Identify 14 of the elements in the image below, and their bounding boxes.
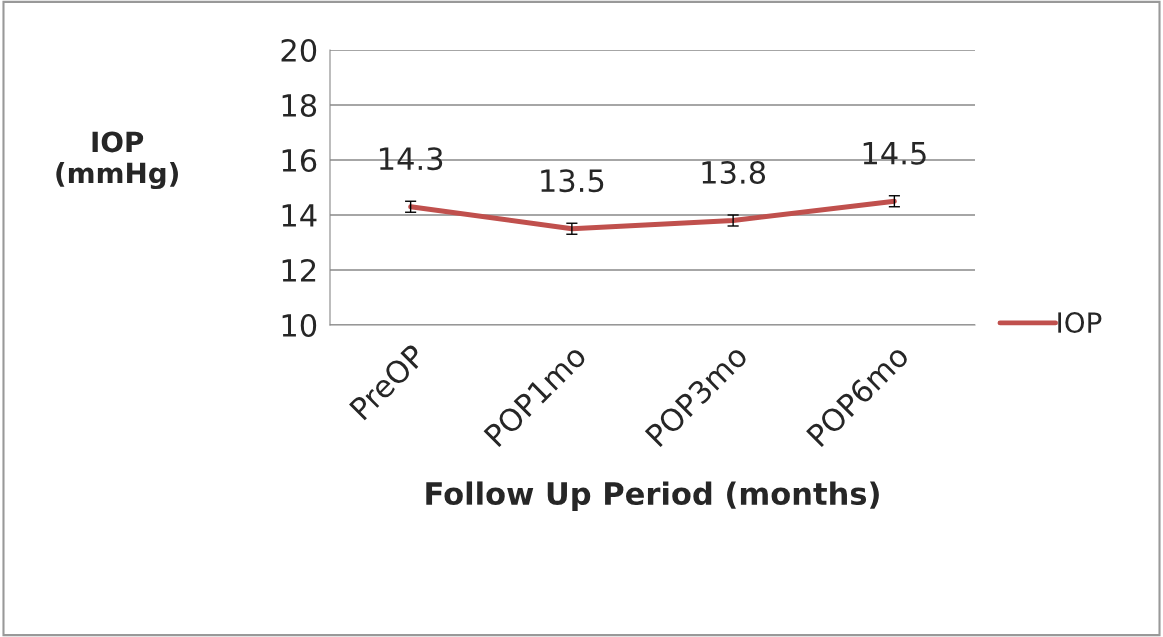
- data-label: 14.5: [863, 142, 926, 165]
- y-tick-label: 10: [282, 313, 317, 338]
- data-label: 13.5: [541, 169, 604, 193]
- data-label: 14.3: [379, 147, 443, 171]
- legend-label: IOP: [1058, 312, 1102, 334]
- x-axis-title: Follow Up Period (months): [426, 481, 879, 511]
- y-axis-title: IOP (mmHg): [56, 131, 178, 190]
- y-tick-label: 18: [282, 93, 317, 118]
- y-tick-label: 14: [282, 204, 317, 227]
- data-label: 13.8: [702, 160, 766, 185]
- y-tick-label: 16: [282, 148, 317, 173]
- line-series: [408, 198, 897, 232]
- y-tick-label: 12: [282, 258, 316, 282]
- y-tick-label: 20: [281, 38, 317, 63]
